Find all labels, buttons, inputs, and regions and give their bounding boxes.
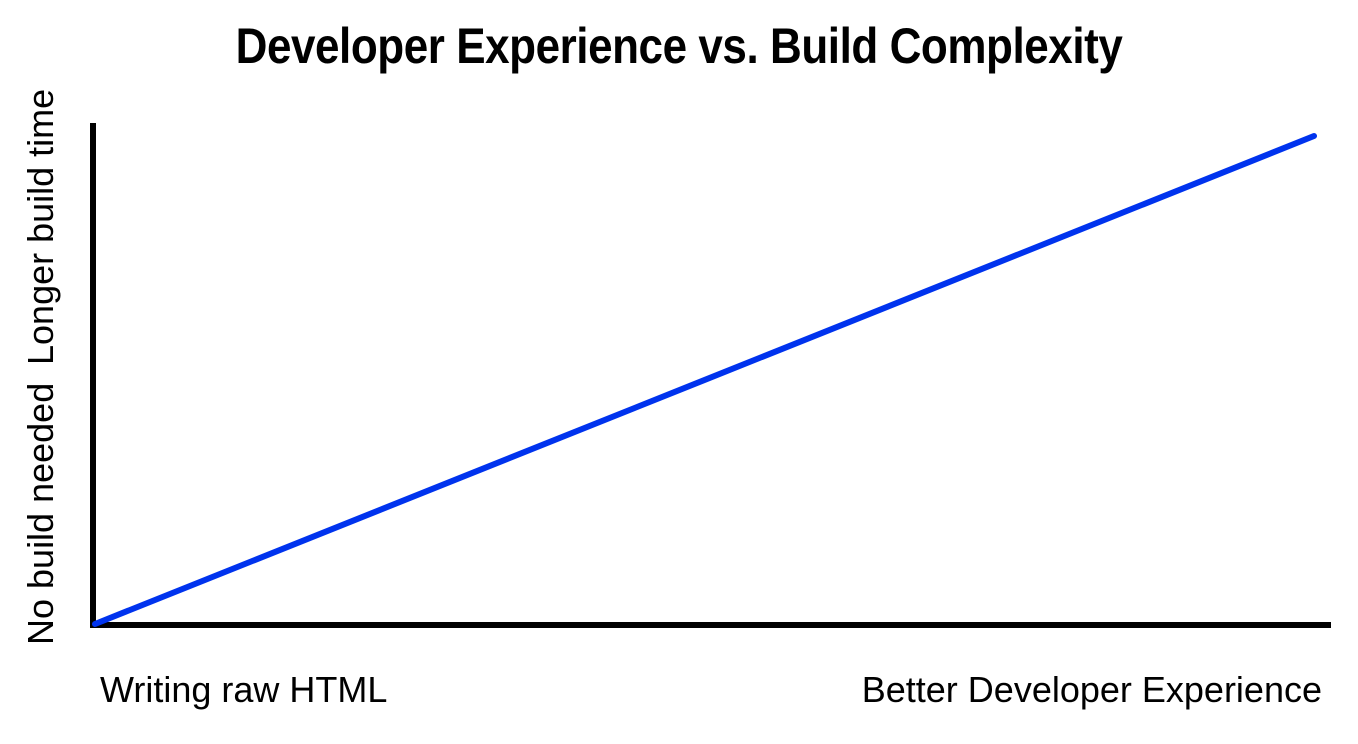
series-line xyxy=(92,133,1317,627)
x-tick-label-start: Writing raw HTML xyxy=(100,669,387,710)
y-tick-label-end: Longer build time xyxy=(20,89,61,365)
x-tick-label-end: Better Developer Experience xyxy=(862,669,1322,710)
chart-title: Developer Experience vs. Build Complexit… xyxy=(235,18,1123,74)
y-tick-label-start: No build needed xyxy=(20,383,61,645)
